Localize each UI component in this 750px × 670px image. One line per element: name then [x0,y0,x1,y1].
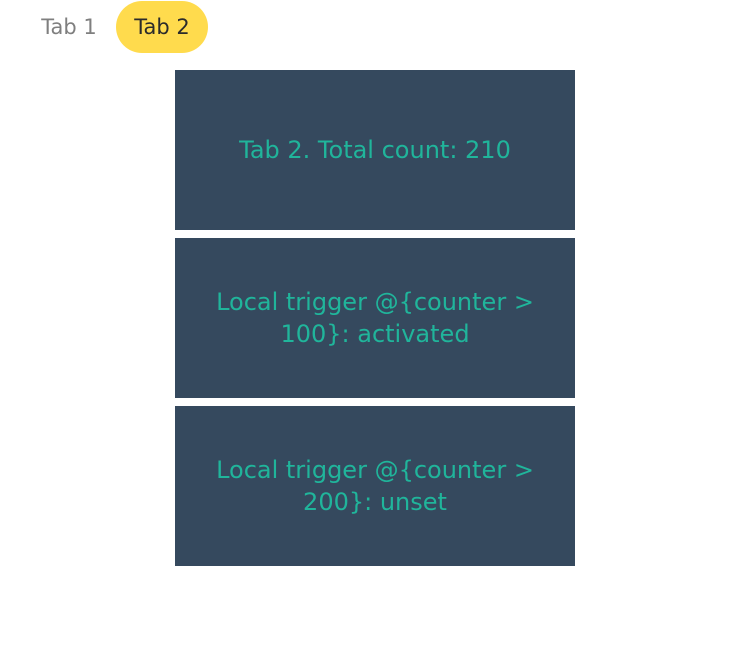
trigger-100-panel: Local trigger @{counter > 100}: activate… [175,238,575,398]
tab-2[interactable]: Tab 2 [116,1,208,53]
total-count-panel: Tab 2. Total count: 210 [175,70,575,230]
tab-1[interactable]: Tab 1 [24,1,114,53]
tab-2-label: Tab 2 [134,15,190,39]
total-count-text: Tab 2. Total count: 210 [239,136,511,164]
tab-bar: Tab 1 Tab 2 [0,0,750,54]
trigger-200-panel: Local trigger @{counter > 200}: unset [175,406,575,566]
tab-1-label: Tab 1 [41,15,97,39]
trigger-100-text: Local trigger @{counter > 100}: activate… [216,288,534,348]
trigger-200-text: Local trigger @{counter > 200}: unset [216,456,534,516]
